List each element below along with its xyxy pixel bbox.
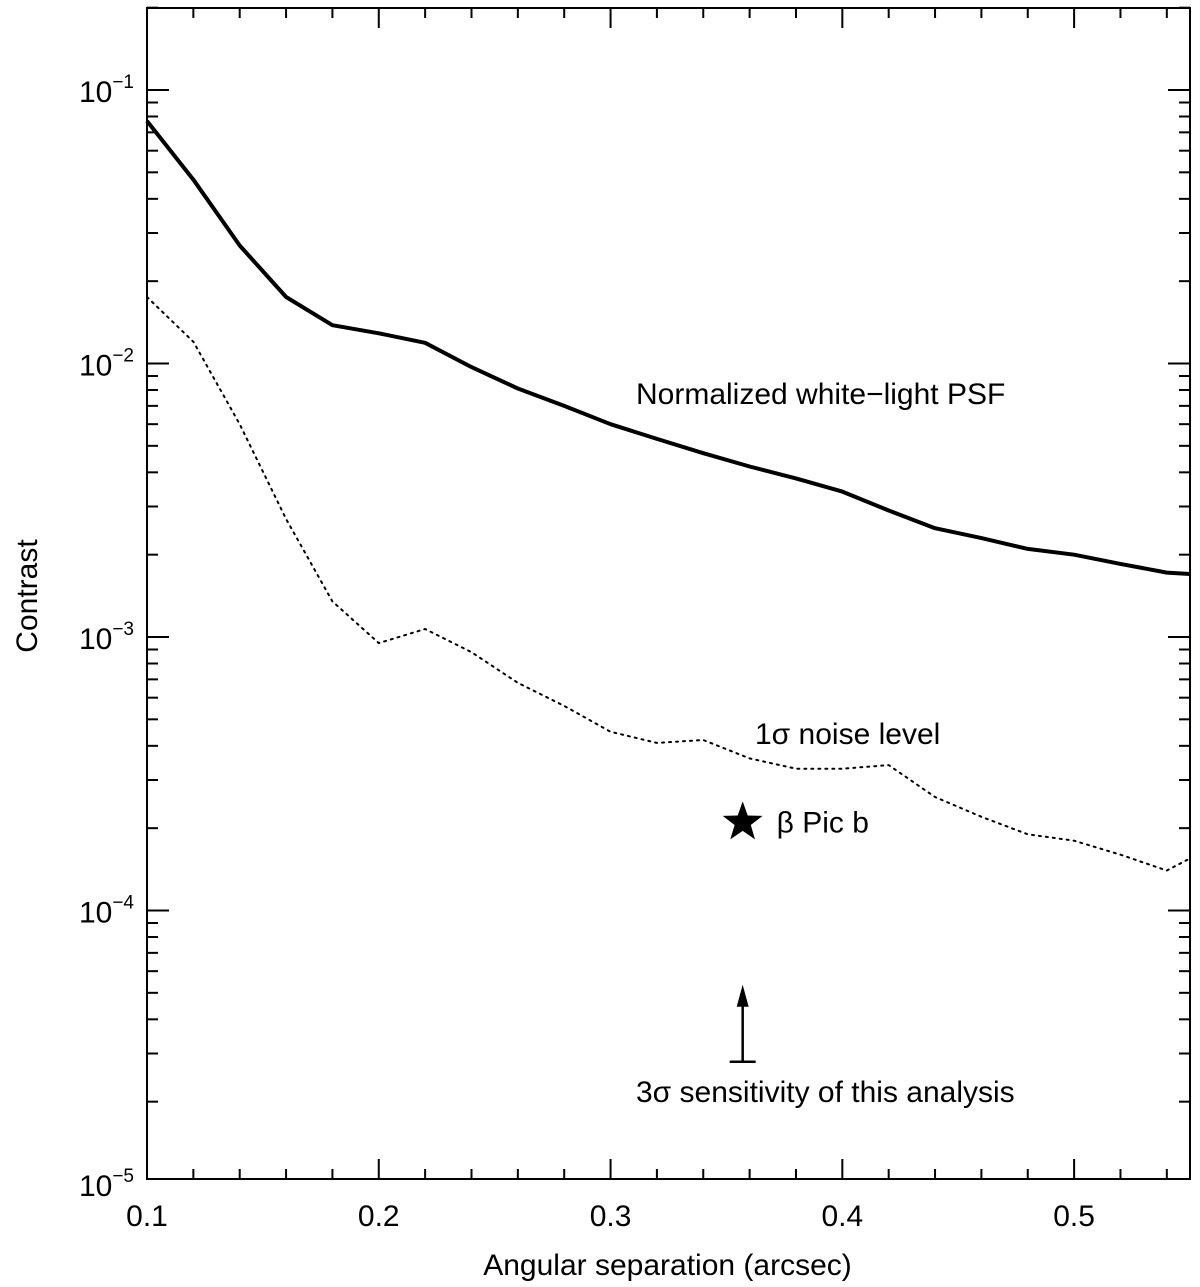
y-tick-label: 10−4 (79, 893, 134, 930)
labels: 0.1 0.2 0.3 0.4 0.5 10−1 10−2 10−3 10−4 10−5 Angul… (11, 72, 1095, 1282)
star-icon (722, 801, 763, 840)
x-tick-label: 0.4 (821, 1200, 863, 1233)
sensitivity-label: 3σ sensitivity of this analysis (636, 1076, 1015, 1109)
noise-label: 1σ noise level (755, 718, 940, 751)
markers (722, 801, 763, 1063)
y-tick-label: 10−1 (79, 72, 134, 109)
plot-frame (146, 7, 1191, 1180)
beta-pic-b-label: β Pic b (777, 806, 869, 839)
x-tick-label: 0.3 (590, 1200, 632, 1233)
y-tick-label: 10−2 (79, 346, 134, 383)
up-arrow-icon (736, 984, 749, 1007)
y-axis-title: Contrast (11, 539, 44, 653)
series-group (145, 119, 1191, 872)
psf-label: Normalized white−light PSF (636, 378, 1005, 411)
axis-ticks (146, 6, 1190, 1179)
psf-line (145, 119, 1191, 576)
noise-line (146, 296, 1191, 872)
x-tick-label: 0.1 (126, 1200, 168, 1233)
y-tick-label: 10−5 (79, 1166, 134, 1203)
x-tick-label: 0.5 (1053, 1200, 1095, 1233)
y-tick-label: 10−3 (79, 619, 134, 656)
x-axis-title: Angular separation (arcsec) (483, 1249, 852, 1282)
x-tick-label: 0.2 (358, 1200, 400, 1233)
